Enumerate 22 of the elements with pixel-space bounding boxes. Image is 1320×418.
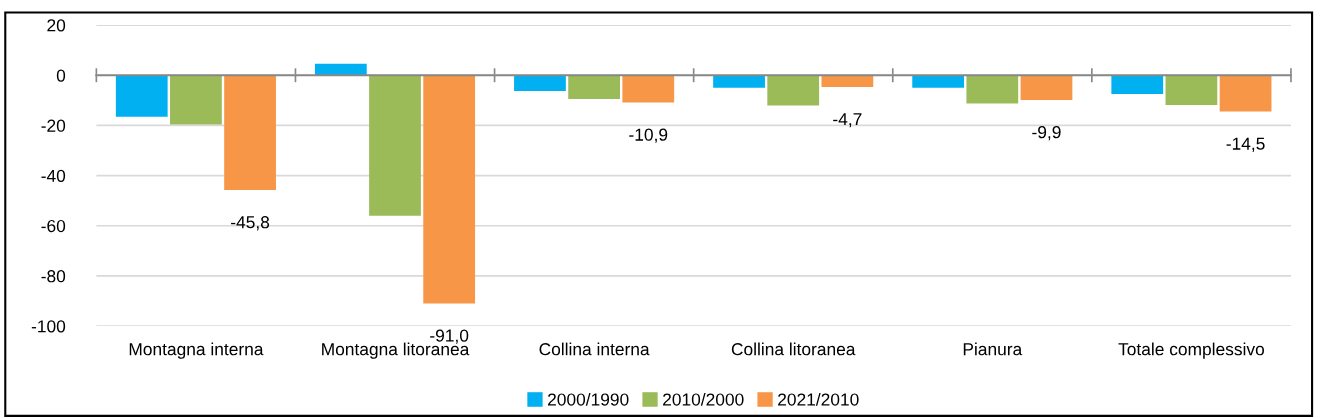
y-tick-label: -80 bbox=[41, 270, 66, 283]
x-tick-label: Montagna interna bbox=[129, 342, 264, 359]
y-tick-label: 0 bbox=[56, 69, 66, 82]
data-label: -4,7 bbox=[833, 113, 862, 128]
y-tick-label: -20 bbox=[41, 119, 66, 132]
data-label: -9,9 bbox=[1032, 126, 1061, 141]
x-tick-label: Collina litoranea bbox=[731, 342, 856, 356]
x-tick-label: Pianura bbox=[963, 342, 1023, 356]
legend-label: 2000/1990 bbox=[548, 392, 629, 406]
y-tick-label: -100 bbox=[31, 320, 66, 333]
x-tick-label: Montagna litoranea bbox=[322, 342, 470, 359]
data-label: -10,9 bbox=[629, 128, 668, 143]
y-tick-label: -60 bbox=[41, 219, 66, 233]
y-tick-label: 20 bbox=[47, 19, 66, 32]
legend-label: 2021/2010 bbox=[778, 392, 859, 406]
data-label: -45,8 bbox=[231, 216, 270, 231]
x-tick-label: Totale complessivo bbox=[1118, 342, 1265, 359]
legend-label: 2010/2000 bbox=[663, 392, 744, 406]
data-label: -91,0 bbox=[430, 329, 469, 344]
x-tick-label: Collina interna bbox=[539, 342, 650, 356]
y-tick-label: -40 bbox=[41, 169, 66, 183]
data-label: -14,5 bbox=[1226, 137, 1265, 152]
